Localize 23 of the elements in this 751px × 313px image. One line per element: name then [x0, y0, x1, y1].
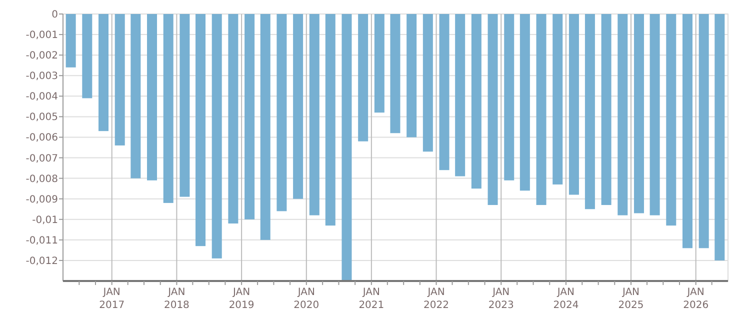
y-tick-label: -0,003 — [26, 71, 58, 82]
y-tick-label: 0 — [52, 10, 58, 20]
x-tick-label: JAN 2019 — [228, 287, 254, 311]
y-tick-label: -0,012 — [26, 256, 58, 267]
y-tick-label: -0,009 — [26, 194, 58, 206]
y-tick-label: -0,007 — [26, 153, 58, 164]
y-tick-label: -0,008 — [26, 174, 58, 185]
y-tick-label: -0,01 — [32, 214, 58, 226]
x-tick-label: JAN 2020 — [294, 287, 320, 311]
x-tick-label: JAN 2026 — [683, 287, 709, 311]
x-tick-label: JAN 2024 — [553, 287, 579, 311]
y-tick-label: -0,001 — [26, 30, 58, 42]
y-tick-label: -0,004 — [26, 92, 58, 103]
x-tick-label: JAN 2018 — [164, 287, 190, 311]
x-tick-label: JAN 2022 — [424, 287, 449, 311]
x-tick-label: JAN 2021 — [358, 287, 384, 311]
y-tick-label: -0,011 — [26, 235, 58, 246]
x-tick-label: JAN 2025 — [618, 287, 644, 311]
y-tick-label: -0,005 — [26, 112, 58, 124]
y-tick-label: -0,002 — [26, 50, 58, 62]
x-tick-label: JAN 2017 — [99, 287, 125, 311]
y-tick-label: -0,006 — [26, 132, 58, 144]
x-tick-label: JAN 2023 — [488, 287, 514, 311]
